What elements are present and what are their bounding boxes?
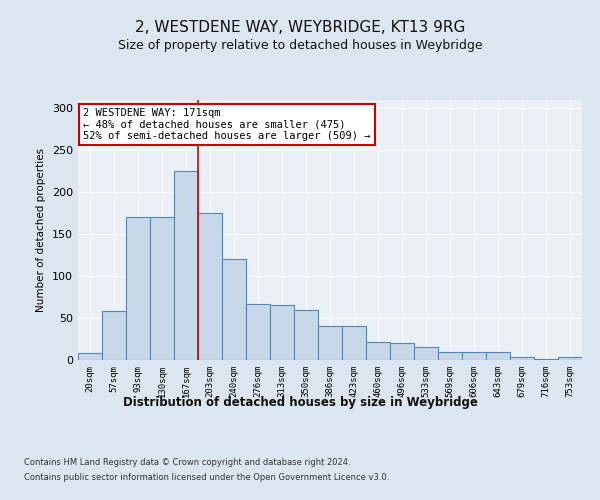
Bar <box>318 326 342 360</box>
Bar <box>174 172 198 360</box>
Text: 2, WESTDENE WAY, WEYBRIDGE, KT13 9RG: 2, WESTDENE WAY, WEYBRIDGE, KT13 9RG <box>135 20 465 35</box>
Bar <box>558 356 582 360</box>
Bar <box>462 352 486 360</box>
Bar <box>222 260 246 360</box>
Bar <box>414 348 438 360</box>
Text: Contains HM Land Registry data © Crown copyright and database right 2024.: Contains HM Land Registry data © Crown c… <box>24 458 350 467</box>
Bar <box>510 356 534 360</box>
Bar <box>294 310 318 360</box>
Bar <box>198 213 222 360</box>
Bar <box>150 218 174 360</box>
Bar <box>270 306 294 360</box>
Text: Size of property relative to detached houses in Weybridge: Size of property relative to detached ho… <box>118 38 482 52</box>
Y-axis label: Number of detached properties: Number of detached properties <box>37 148 46 312</box>
Bar <box>102 312 126 360</box>
Bar <box>342 326 366 360</box>
Bar <box>366 342 390 360</box>
Bar <box>246 304 270 360</box>
Bar <box>438 352 462 360</box>
Bar <box>126 218 150 360</box>
Text: Distribution of detached houses by size in Weybridge: Distribution of detached houses by size … <box>122 396 478 409</box>
Text: Contains public sector information licensed under the Open Government Licence v3: Contains public sector information licen… <box>24 473 389 482</box>
Text: 2 WESTDENE WAY: 171sqm
← 48% of detached houses are smaller (475)
52% of semi-de: 2 WESTDENE WAY: 171sqm ← 48% of detached… <box>83 108 371 141</box>
Bar <box>486 352 510 360</box>
Bar <box>390 343 414 360</box>
Bar <box>78 354 102 360</box>
Bar <box>534 359 558 360</box>
